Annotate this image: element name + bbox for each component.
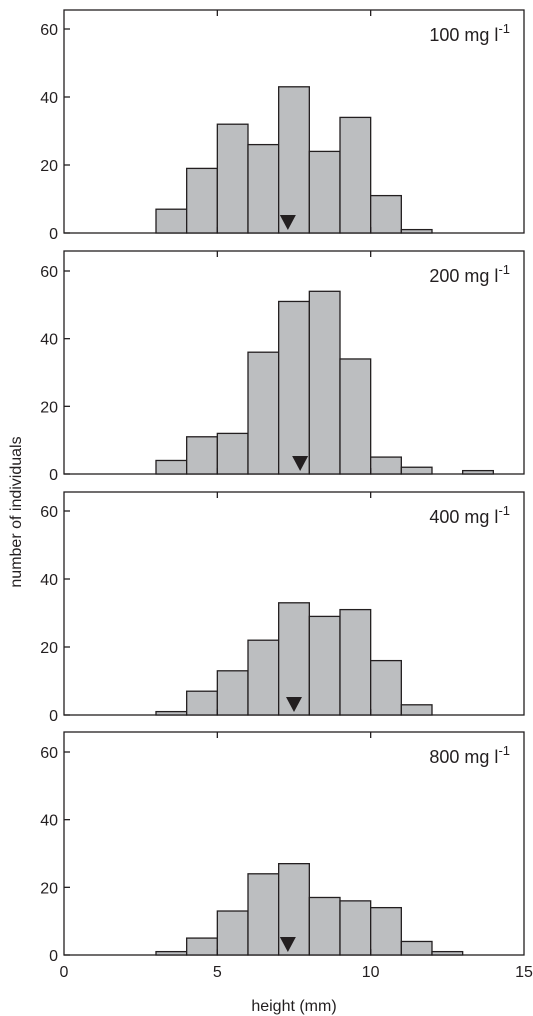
- histogram-bar: [155, 950, 188, 956]
- histogram-panel-2: 0 20 40 60 200 mg l-1: [40, 250, 525, 484]
- x-tick-label: 5: [213, 964, 222, 981]
- panel-title-superscript: -1: [498, 21, 510, 36]
- y-tick-label: 40: [40, 813, 58, 830]
- mean-marker: [292, 456, 309, 471]
- mean-marker: [279, 215, 296, 230]
- mean-marker: [279, 937, 296, 952]
- panel-title: 200 mg l-1: [429, 262, 510, 286]
- y-tick-label: 60: [40, 22, 58, 39]
- histogram-bar: [247, 351, 280, 475]
- histogram-bar: [400, 704, 433, 716]
- y-tick-label: 20: [40, 158, 58, 175]
- y-tick-label: 20: [40, 399, 58, 416]
- histogram-bar: [247, 873, 280, 956]
- y-tick-label: 60: [40, 504, 58, 521]
- histogram-bar: [339, 900, 372, 956]
- histogram-bar: [247, 143, 280, 234]
- y-tick-label: 0: [49, 708, 58, 725]
- histogram-bar: [186, 167, 218, 234]
- panel-title-superscript: -1: [498, 503, 510, 518]
- y-axis-label: number of individuals: [8, 436, 25, 587]
- histogram-bar: [216, 432, 249, 475]
- histogram-bar: [308, 290, 341, 475]
- histogram-bar: [308, 615, 341, 716]
- histogram-bar: [155, 710, 188, 716]
- histogram-bar: [462, 469, 494, 475]
- histogram-bar: [370, 906, 402, 956]
- histogram-panels: 0 20 40 60 100 mg l-1 0 20 40 60 200 mg l-1 0 20 40 6…: [40, 9, 533, 981]
- histogram-bar: [370, 194, 402, 234]
- histogram-bar: [186, 690, 218, 716]
- x-tick-label: 15: [515, 964, 533, 981]
- y-tick-label: 40: [40, 332, 58, 349]
- histogram-bar: [308, 896, 341, 956]
- y-tick-label: 40: [40, 572, 58, 589]
- histogram-bar: [186, 937, 218, 956]
- histogram-bar: [216, 123, 249, 234]
- histogram-bar: [247, 639, 280, 716]
- histogram-bar: [370, 456, 402, 475]
- histogram-bar: [216, 910, 249, 956]
- y-tick-label: 60: [40, 264, 58, 281]
- histogram-bar: [278, 602, 310, 716]
- histogram-bar: [278, 300, 310, 475]
- histogram-bar: [308, 150, 341, 234]
- histogram-bar: [278, 86, 310, 234]
- histogram-bar: [400, 466, 433, 475]
- histogram-bar: [339, 116, 372, 234]
- histogram-bar: [339, 358, 372, 475]
- y-tick-label: 60: [40, 745, 58, 762]
- histogram-panel-1: 0 20 40 60 100 mg l-1: [40, 9, 525, 243]
- mean-marker: [286, 697, 302, 712]
- y-tick-label: 0: [49, 948, 58, 965]
- histogram-bar: [431, 950, 464, 956]
- histogram-bar: [400, 940, 433, 956]
- histogram-panel-3: 0 20 40 60 400 mg l-1: [40, 491, 525, 725]
- panel-title-superscript: -1: [498, 743, 510, 758]
- histogram-bar: [155, 459, 188, 475]
- histogram-bar: [186, 436, 218, 475]
- y-tick-label: 0: [49, 467, 58, 484]
- histogram-panel-4: 0 20 40 60 800 mg l-1: [40, 731, 525, 965]
- histogram-bar: [155, 208, 188, 234]
- histogram-bar: [370, 659, 402, 716]
- y-tick-label: 20: [40, 640, 58, 657]
- panel-title: 800 mg l-1: [429, 743, 510, 767]
- y-tick-label: 0: [49, 226, 58, 243]
- panel-title: 100 mg l-1: [429, 21, 510, 45]
- y-tick-label: 20: [40, 880, 58, 897]
- x-tick-label: 10: [362, 964, 380, 981]
- x-tick-label: 0: [60, 964, 69, 981]
- y-tick-label: 40: [40, 90, 58, 107]
- panel-title-superscript: -1: [498, 262, 510, 277]
- x-axis-label: height (mm): [251, 998, 336, 1015]
- panel-title: 400 mg l-1: [429, 503, 510, 527]
- histogram-bar: [216, 670, 249, 716]
- histogram-bar: [400, 228, 433, 234]
- histogram-bar: [339, 608, 372, 716]
